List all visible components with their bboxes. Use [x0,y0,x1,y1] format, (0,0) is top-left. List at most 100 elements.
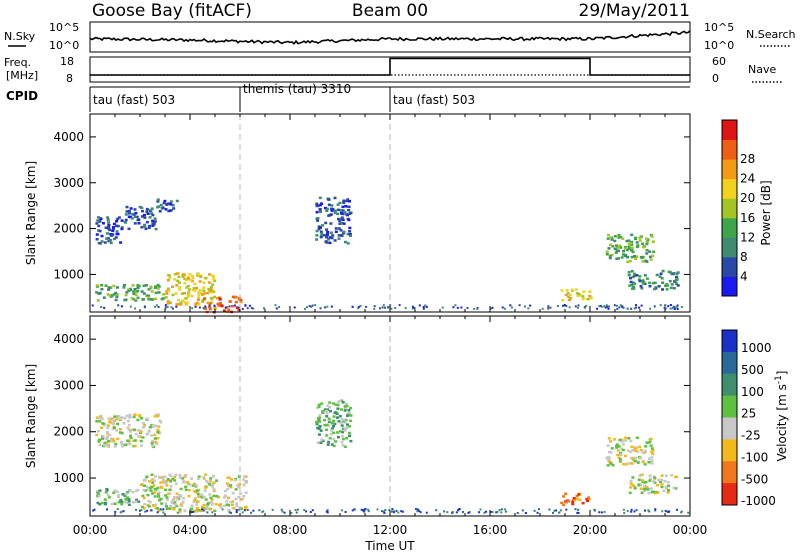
scatter-cell [151,219,155,223]
colorbar-swatch [722,120,737,141]
scatter-cell [118,428,122,431]
scatter-cell [185,481,189,484]
scatter-cell [208,273,212,276]
scatter-cell [652,250,656,254]
scatter-cell [213,304,216,307]
scatter-cell [329,409,332,413]
scatter-cell [235,509,238,512]
scatter-cell [120,431,124,435]
scatter-cell [103,241,107,244]
scatter-cell [187,292,191,295]
scatter-cell [144,489,147,492]
scatter-cell [324,240,328,243]
scatter-cell [629,439,633,443]
scatter-cell [606,464,610,467]
scatter-cell [667,305,670,308]
scatter-cell [233,304,236,307]
scatter-cell [325,209,329,213]
scatter-cell [630,243,634,246]
scatter-cell [319,235,323,239]
scatter-cell [97,430,100,433]
scatter-cell [95,420,99,423]
scatter-cell [162,511,165,514]
freq-label-line2: [MHz] [6,69,38,82]
colorbar-swatch [722,373,737,397]
y-tick-label: 2000 [53,222,84,236]
scatter-cell [641,451,645,454]
scatter-cell [122,422,126,425]
scatter-cell [120,227,124,231]
scatter-cell [321,224,325,227]
scatter-cell [347,409,351,412]
scatter-cell [131,284,135,287]
scatter-cell [571,288,574,292]
scatter-cell [330,427,334,430]
scatter-cell [212,481,216,484]
scatter-cell [638,279,642,283]
scatter-cell [127,212,131,215]
scatter-cell [641,480,645,484]
scatter-cell [146,488,150,492]
scatter-cell [198,292,202,295]
scatter-cell [627,247,631,250]
scatter-cell [211,283,215,286]
scatter-cell [649,437,653,441]
scatter-cell [142,488,146,492]
scatter-cell [107,221,110,224]
scatter-cell [271,508,274,511]
scatter-cell [241,308,244,310]
scatter-cell [206,501,210,505]
scatter-cell [153,495,157,498]
scatter-cell [332,402,336,405]
scatter-cell [156,428,160,432]
scatter-cell [491,306,494,309]
scatter-cell [336,208,340,212]
scatter-cell [120,416,124,419]
scatter-cell [618,244,622,247]
scatter-cell [104,491,108,494]
scatter-cell [583,306,586,309]
scatter-cell [213,307,217,310]
scatter-cell [169,480,173,483]
scatter-cell [351,306,354,308]
scatter-cell [323,418,326,422]
scatter-cell [244,506,247,509]
scatter-cell [157,425,161,428]
scatter-cell [111,427,115,431]
scatter-cell [336,416,339,419]
scatter-cell [318,425,322,428]
scatter-cell [133,413,137,417]
scatter-cell [117,216,121,219]
scatter-cell [103,443,106,447]
scatter-cell [217,496,221,499]
scatter-cell [177,493,181,497]
scatter-cell [607,247,611,250]
scatter-cell [656,484,660,487]
scatter-cell [194,484,198,487]
scatter-cell [326,511,329,514]
scatter-cell [168,507,172,510]
colorbar-tick-label: 1000 [741,341,772,355]
scatter-cell [95,238,99,241]
scatter-cell [466,307,469,309]
scatter-cell [503,508,506,511]
scatter-cell [127,439,131,442]
scatter-cell [186,295,190,298]
scatter-cell [181,299,184,302]
scatter-cell [663,307,666,310]
scatter-cell [561,304,564,307]
scatter-cell [606,458,610,462]
noise-right-label: N.Search [746,28,796,41]
scatter-cell [151,504,155,507]
scatter-cell [632,484,635,487]
scatter-cell [133,215,137,218]
scatter-cell [654,509,657,512]
scatter-cell [605,456,609,460]
scatter-cell [97,440,101,443]
scatter-cell [234,497,238,501]
power-colorbar-label: Power [dB] [759,180,773,245]
scatter-cell [156,198,160,201]
scatter-cell [114,510,117,513]
